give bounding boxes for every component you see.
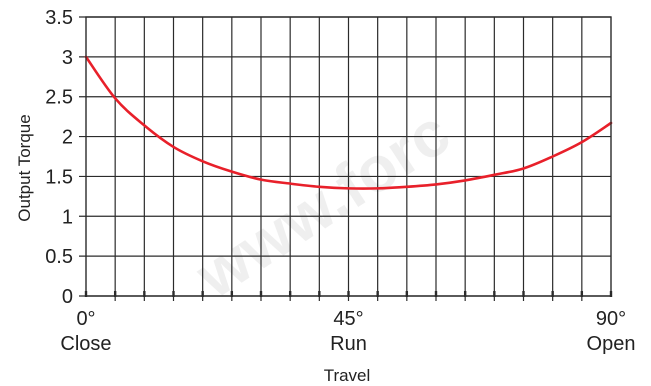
y-tick-label: 1 (62, 206, 73, 228)
y-tick-label: 2.5 (45, 87, 73, 109)
y-tick-label: 0.5 (45, 246, 73, 268)
y-tick-label: 2 (62, 127, 73, 149)
x-tick-sublabel: Close (60, 333, 111, 355)
x-tick-sublabel: Run (330, 333, 367, 355)
y-tick-label: 1.5 (45, 166, 73, 188)
x-tick-label: 45° (333, 308, 363, 330)
x-axis-ticks: 0° Close 45° Run 90° Open (60, 308, 635, 355)
y-tick-label: 3 (62, 47, 73, 69)
y-axis-title: Output Torque (15, 114, 34, 221)
y-tick-label: 3.5 (45, 7, 73, 29)
x-tick-label: 90° (596, 308, 626, 330)
plot-area (84, 55, 613, 190)
x-axis-title: Travel (324, 366, 371, 385)
x-tick-sublabel: Open (587, 333, 636, 355)
torque-curve (84, 55, 613, 190)
watermark: www.forc (183, 96, 463, 313)
plot-frame (85, 16, 612, 297)
y-axis-ticks: 0 0.5 1 1.5 2 2.5 3 3.5 (45, 7, 73, 308)
x-tick-label: 0° (76, 308, 95, 330)
y-tick-label: 0 (62, 286, 73, 308)
